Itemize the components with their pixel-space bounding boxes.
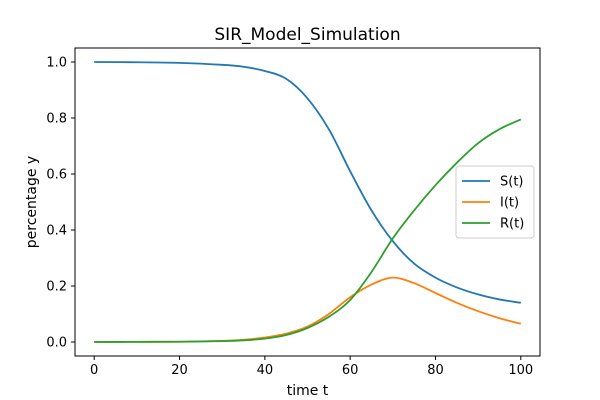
legend-items: S(t) I(t) R(t) xyxy=(462,175,524,232)
plot-frame xyxy=(74,47,541,357)
y-tick-label: 0.4 xyxy=(46,224,67,239)
legend-box xyxy=(455,165,535,239)
x-tick-label: 0 xyxy=(90,363,98,378)
legend: S(t) I(t) R(t) xyxy=(455,165,535,239)
y-tick-label: 0.6 xyxy=(46,168,67,183)
x-tick-label: 100 xyxy=(508,363,533,378)
y-tick-label: 0.2 xyxy=(46,280,67,295)
x-tick-label: 40 xyxy=(257,363,274,378)
x-tick-label: 60 xyxy=(342,363,359,378)
y-tick-label: 0.8 xyxy=(46,112,67,127)
y-tick-label: 0.0 xyxy=(46,336,67,351)
x-tick-label: 80 xyxy=(427,363,444,378)
series-line-st xyxy=(94,61,521,304)
ticks-layer: 0 20 40 60 80 100 0.0 0.2 0.4 0.6 0.8 1.0 xyxy=(46,56,533,379)
series-line-rt xyxy=(94,118,522,343)
y-axis-label: percentage y xyxy=(24,156,40,248)
x-tick-label: 20 xyxy=(171,363,188,378)
chart-title: SIR_Model_Simulation xyxy=(214,25,400,45)
legend-label: I(t) xyxy=(500,196,519,211)
y-tick-label: 1.0 xyxy=(46,56,67,71)
legend-label: S(t) xyxy=(500,175,524,190)
series-layer xyxy=(94,61,522,343)
legend-label: R(t) xyxy=(500,217,524,232)
x-axis-label: time t xyxy=(287,383,329,399)
